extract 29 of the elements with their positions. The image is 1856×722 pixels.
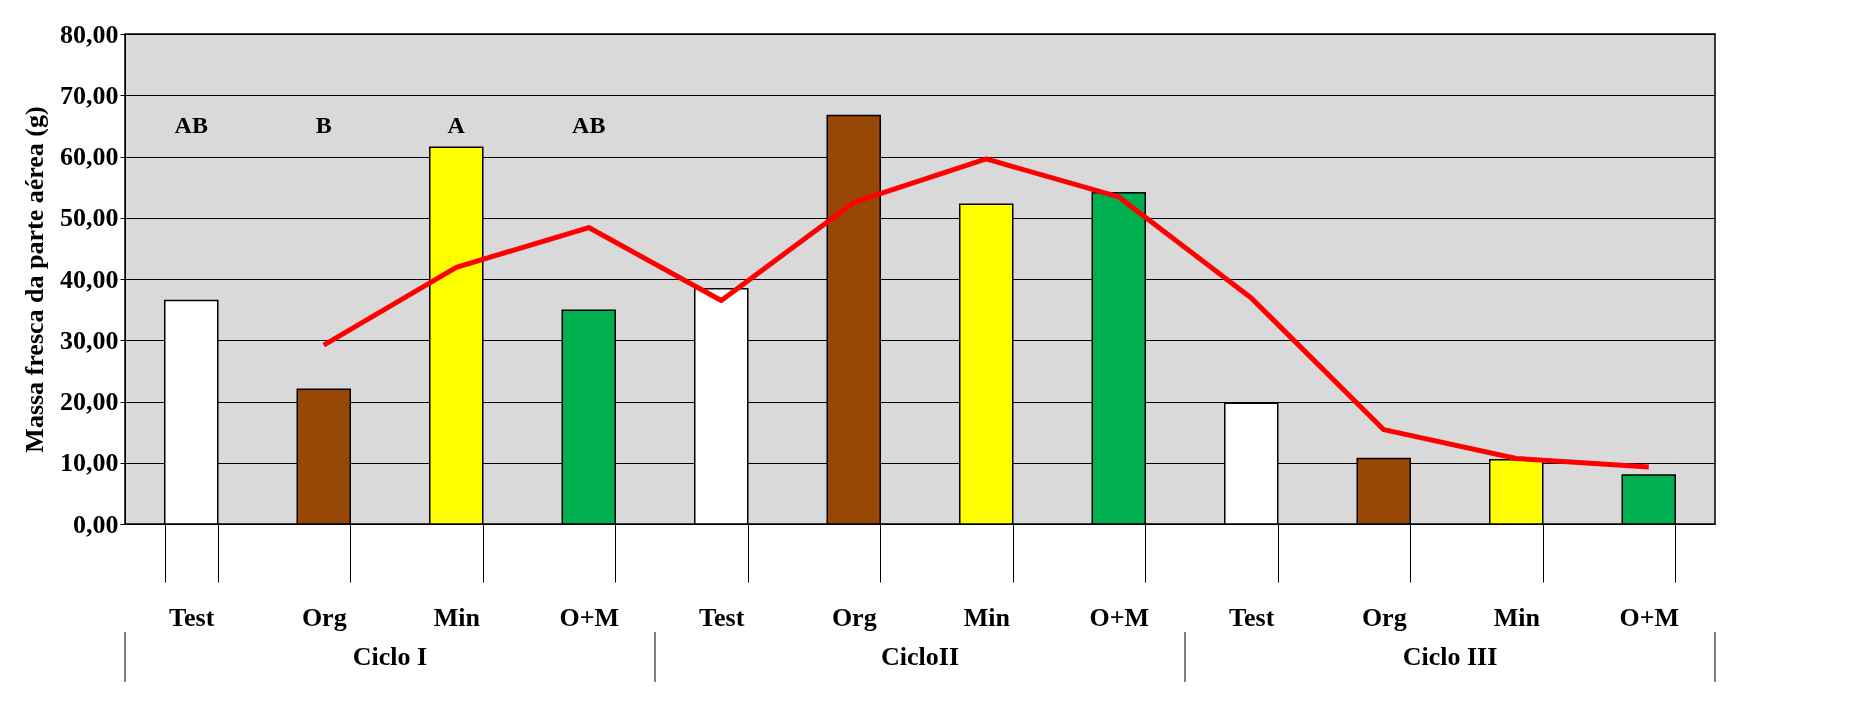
- y-tick-label: 10,00: [60, 448, 119, 478]
- y-axis-title: Massa fresca da parte aérea (g): [20, 106, 49, 453]
- x-tick-label: O+M: [1619, 602, 1680, 632]
- text: Ciclo I: [352, 642, 428, 671]
- annotation: B: [315, 112, 332, 138]
- y-tick-label: 70,00: [60, 80, 119, 110]
- y-tick-label: 50,00: [60, 203, 119, 233]
- y-tick-label: 80,00: [60, 19, 119, 49]
- x-tick-label: O+M: [1089, 602, 1150, 632]
- y-tick-label: 20,00: [60, 387, 119, 416]
- y-tick-label: 30,00: [60, 325, 119, 355]
- annotation: AB: [572, 112, 606, 138]
- x-tick-label: Test: [699, 602, 745, 632]
- x-tick-label: Org: [1361, 602, 1407, 632]
- x-tick-label: Min: [433, 602, 481, 632]
- x-tick-label: Test: [1229, 602, 1275, 632]
- y-tick-label: 40,00: [60, 264, 119, 294]
- y-tick-label: 60,00: [60, 142, 119, 171]
- text: Ciclo III: [1402, 642, 1498, 671]
- x-tick-label: Test: [169, 602, 215, 632]
- x-tick-label: Min: [963, 602, 1011, 632]
- x-tick-label: O+M: [559, 602, 620, 632]
- x-tick-label: Org: [301, 602, 347, 632]
- annotation: AB: [174, 112, 208, 138]
- y-tick-label: 0,00: [73, 509, 119, 539]
- annotation: A: [447, 112, 466, 138]
- text: CicloII: [881, 642, 959, 671]
- x-tick-label: Org: [831, 602, 877, 632]
- x-tick-label: Min: [1493, 602, 1541, 632]
